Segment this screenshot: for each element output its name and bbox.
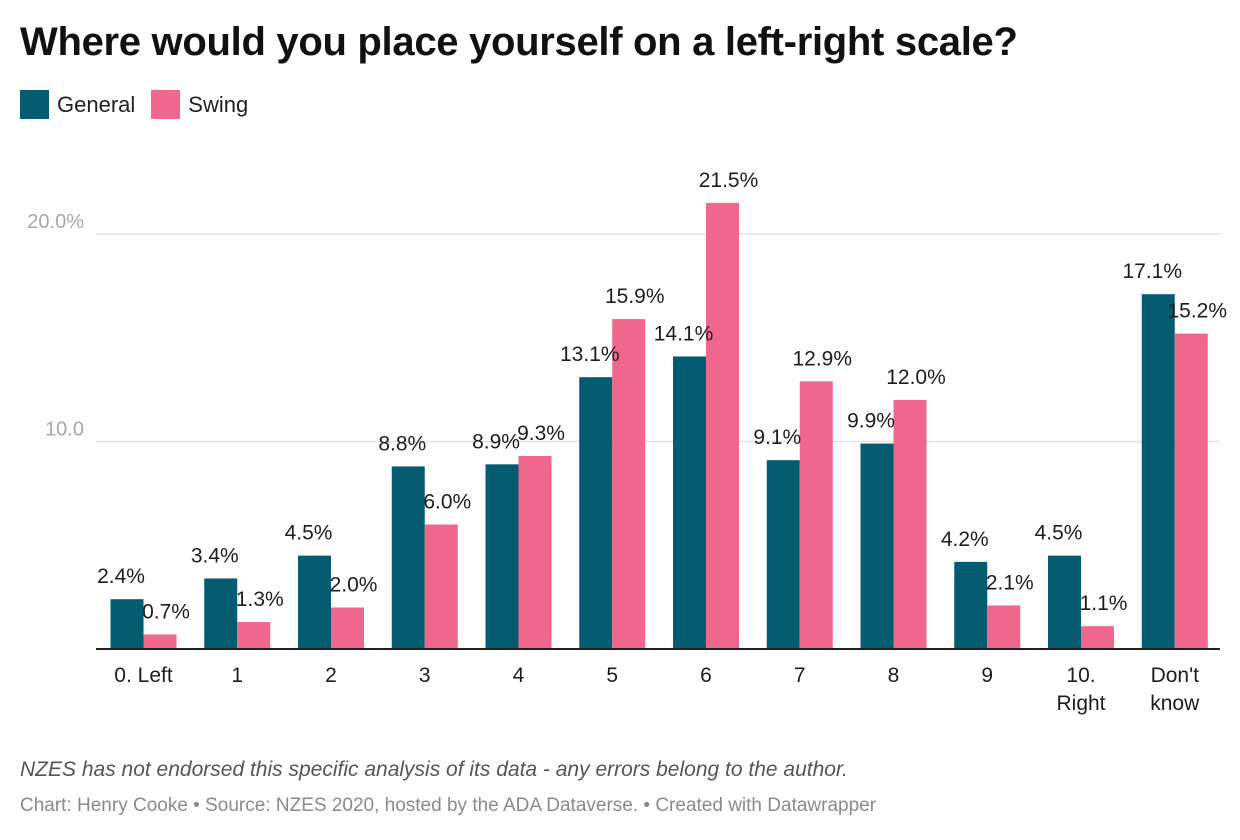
bar-general-4 xyxy=(485,464,519,649)
footer-note: NZES has not endorsed this specific anal… xyxy=(20,758,848,781)
legend-label-swing: Swing xyxy=(188,91,249,117)
data-label-swing-5: 15.9% xyxy=(605,285,665,308)
bar-swing-8 xyxy=(893,400,927,649)
bar-general-1 xyxy=(204,578,238,649)
x-tick-label: 4 xyxy=(513,664,525,687)
data-label-general-8: 9.9% xyxy=(847,410,895,433)
data-label-general-11: 17.1% xyxy=(1122,260,1182,283)
x-tick-label: 7 xyxy=(794,664,806,687)
data-label-swing-0: 0.7% xyxy=(142,600,190,623)
legend-swatch-swing xyxy=(151,90,181,119)
data-label-general-0: 2.4% xyxy=(97,565,145,588)
bar-general-9 xyxy=(954,561,988,649)
chart-title: Where would you place yourself on a left… xyxy=(20,20,1018,64)
bar-general-2 xyxy=(298,555,331,649)
bar-swing-9 xyxy=(987,605,1021,649)
bar-general-6 xyxy=(673,356,706,649)
legend-item-swing: Swing xyxy=(151,90,248,119)
footer-credit: Chart: Henry Cooke • Source: NZES 2020, … xyxy=(20,795,877,816)
x-tick-label: 8 xyxy=(888,664,900,687)
x-tick-label: 0. Left xyxy=(114,664,173,687)
data-label-swing-9: 2.1% xyxy=(986,571,1034,594)
data-label-general-9: 4.2% xyxy=(941,528,989,551)
bar-general-8 xyxy=(860,443,894,649)
bar-general-7 xyxy=(766,460,800,649)
x-tick-label: 10. xyxy=(1066,664,1095,687)
bar-general-5 xyxy=(579,377,613,649)
bar-swing-7 xyxy=(799,381,833,649)
legend-item-general: General xyxy=(20,90,135,119)
x-tick-label: know xyxy=(1150,692,1200,715)
bar-swing-4 xyxy=(518,456,552,649)
x-tick-label: 5 xyxy=(606,664,618,687)
x-tick-label: 3 xyxy=(419,664,431,687)
x-tick-label: Don't xyxy=(1151,664,1200,687)
data-label-general-2: 4.5% xyxy=(285,522,333,545)
x-tick-label: 6 xyxy=(700,664,712,687)
bar-chart: 10.0 20.0% 2.4% 0.7% 3.4% 1.3% 4.5% 2.0% 8.8% 6.0… xyxy=(27,169,1227,715)
data-label-general-10: 4.5% xyxy=(1035,522,1083,545)
x-tick-label: Right xyxy=(1056,692,1105,715)
x-tick-label: 9 xyxy=(981,664,993,687)
bar-swing-0 xyxy=(143,634,177,649)
data-label-general-1: 3.4% xyxy=(191,544,239,567)
data-label-general-3: 8.8% xyxy=(378,432,426,455)
data-label-swing-3: 6.0% xyxy=(423,491,471,514)
data-label-swing-6: 21.5% xyxy=(699,169,759,192)
data-label-swing-7: 12.9% xyxy=(792,347,852,370)
data-label-swing-11: 15.2% xyxy=(1167,300,1227,323)
bar-swing-3 xyxy=(424,524,458,649)
data-label-general-4: 8.9% xyxy=(472,430,520,453)
data-label-general-6: 14.1% xyxy=(654,322,714,345)
legend-swatch-general xyxy=(20,90,49,119)
data-label-swing-10: 1.1% xyxy=(1080,592,1128,615)
data-label-general-7: 9.1% xyxy=(753,426,801,449)
bar-swing-11 xyxy=(1174,333,1208,649)
data-label-swing-1: 1.3% xyxy=(236,588,284,611)
bar-general-3 xyxy=(391,466,425,649)
y-tick-label: 10.0 xyxy=(45,419,84,441)
bar-general-0 xyxy=(110,599,144,649)
data-label-swing-2: 2.0% xyxy=(330,574,378,597)
bar-swing-6 xyxy=(706,202,739,649)
bar-swing-5 xyxy=(612,319,646,649)
bar-general-11 xyxy=(1141,294,1175,649)
bar-swing-2 xyxy=(331,607,364,649)
legend-label-general: General xyxy=(57,91,136,117)
data-label-swing-4: 9.3% xyxy=(517,422,565,445)
x-tick-label: 2 xyxy=(325,664,337,687)
y-tick-label: 20.0% xyxy=(27,211,84,233)
legend: General Swing xyxy=(20,90,264,119)
data-label-general-5: 13.1% xyxy=(560,343,620,366)
bar-general-10 xyxy=(1048,555,1081,649)
bar-swing-1 xyxy=(237,622,271,649)
x-tick-label: 1 xyxy=(231,664,243,687)
data-label-swing-8: 12.0% xyxy=(886,366,946,389)
bar-swing-10 xyxy=(1081,626,1114,649)
